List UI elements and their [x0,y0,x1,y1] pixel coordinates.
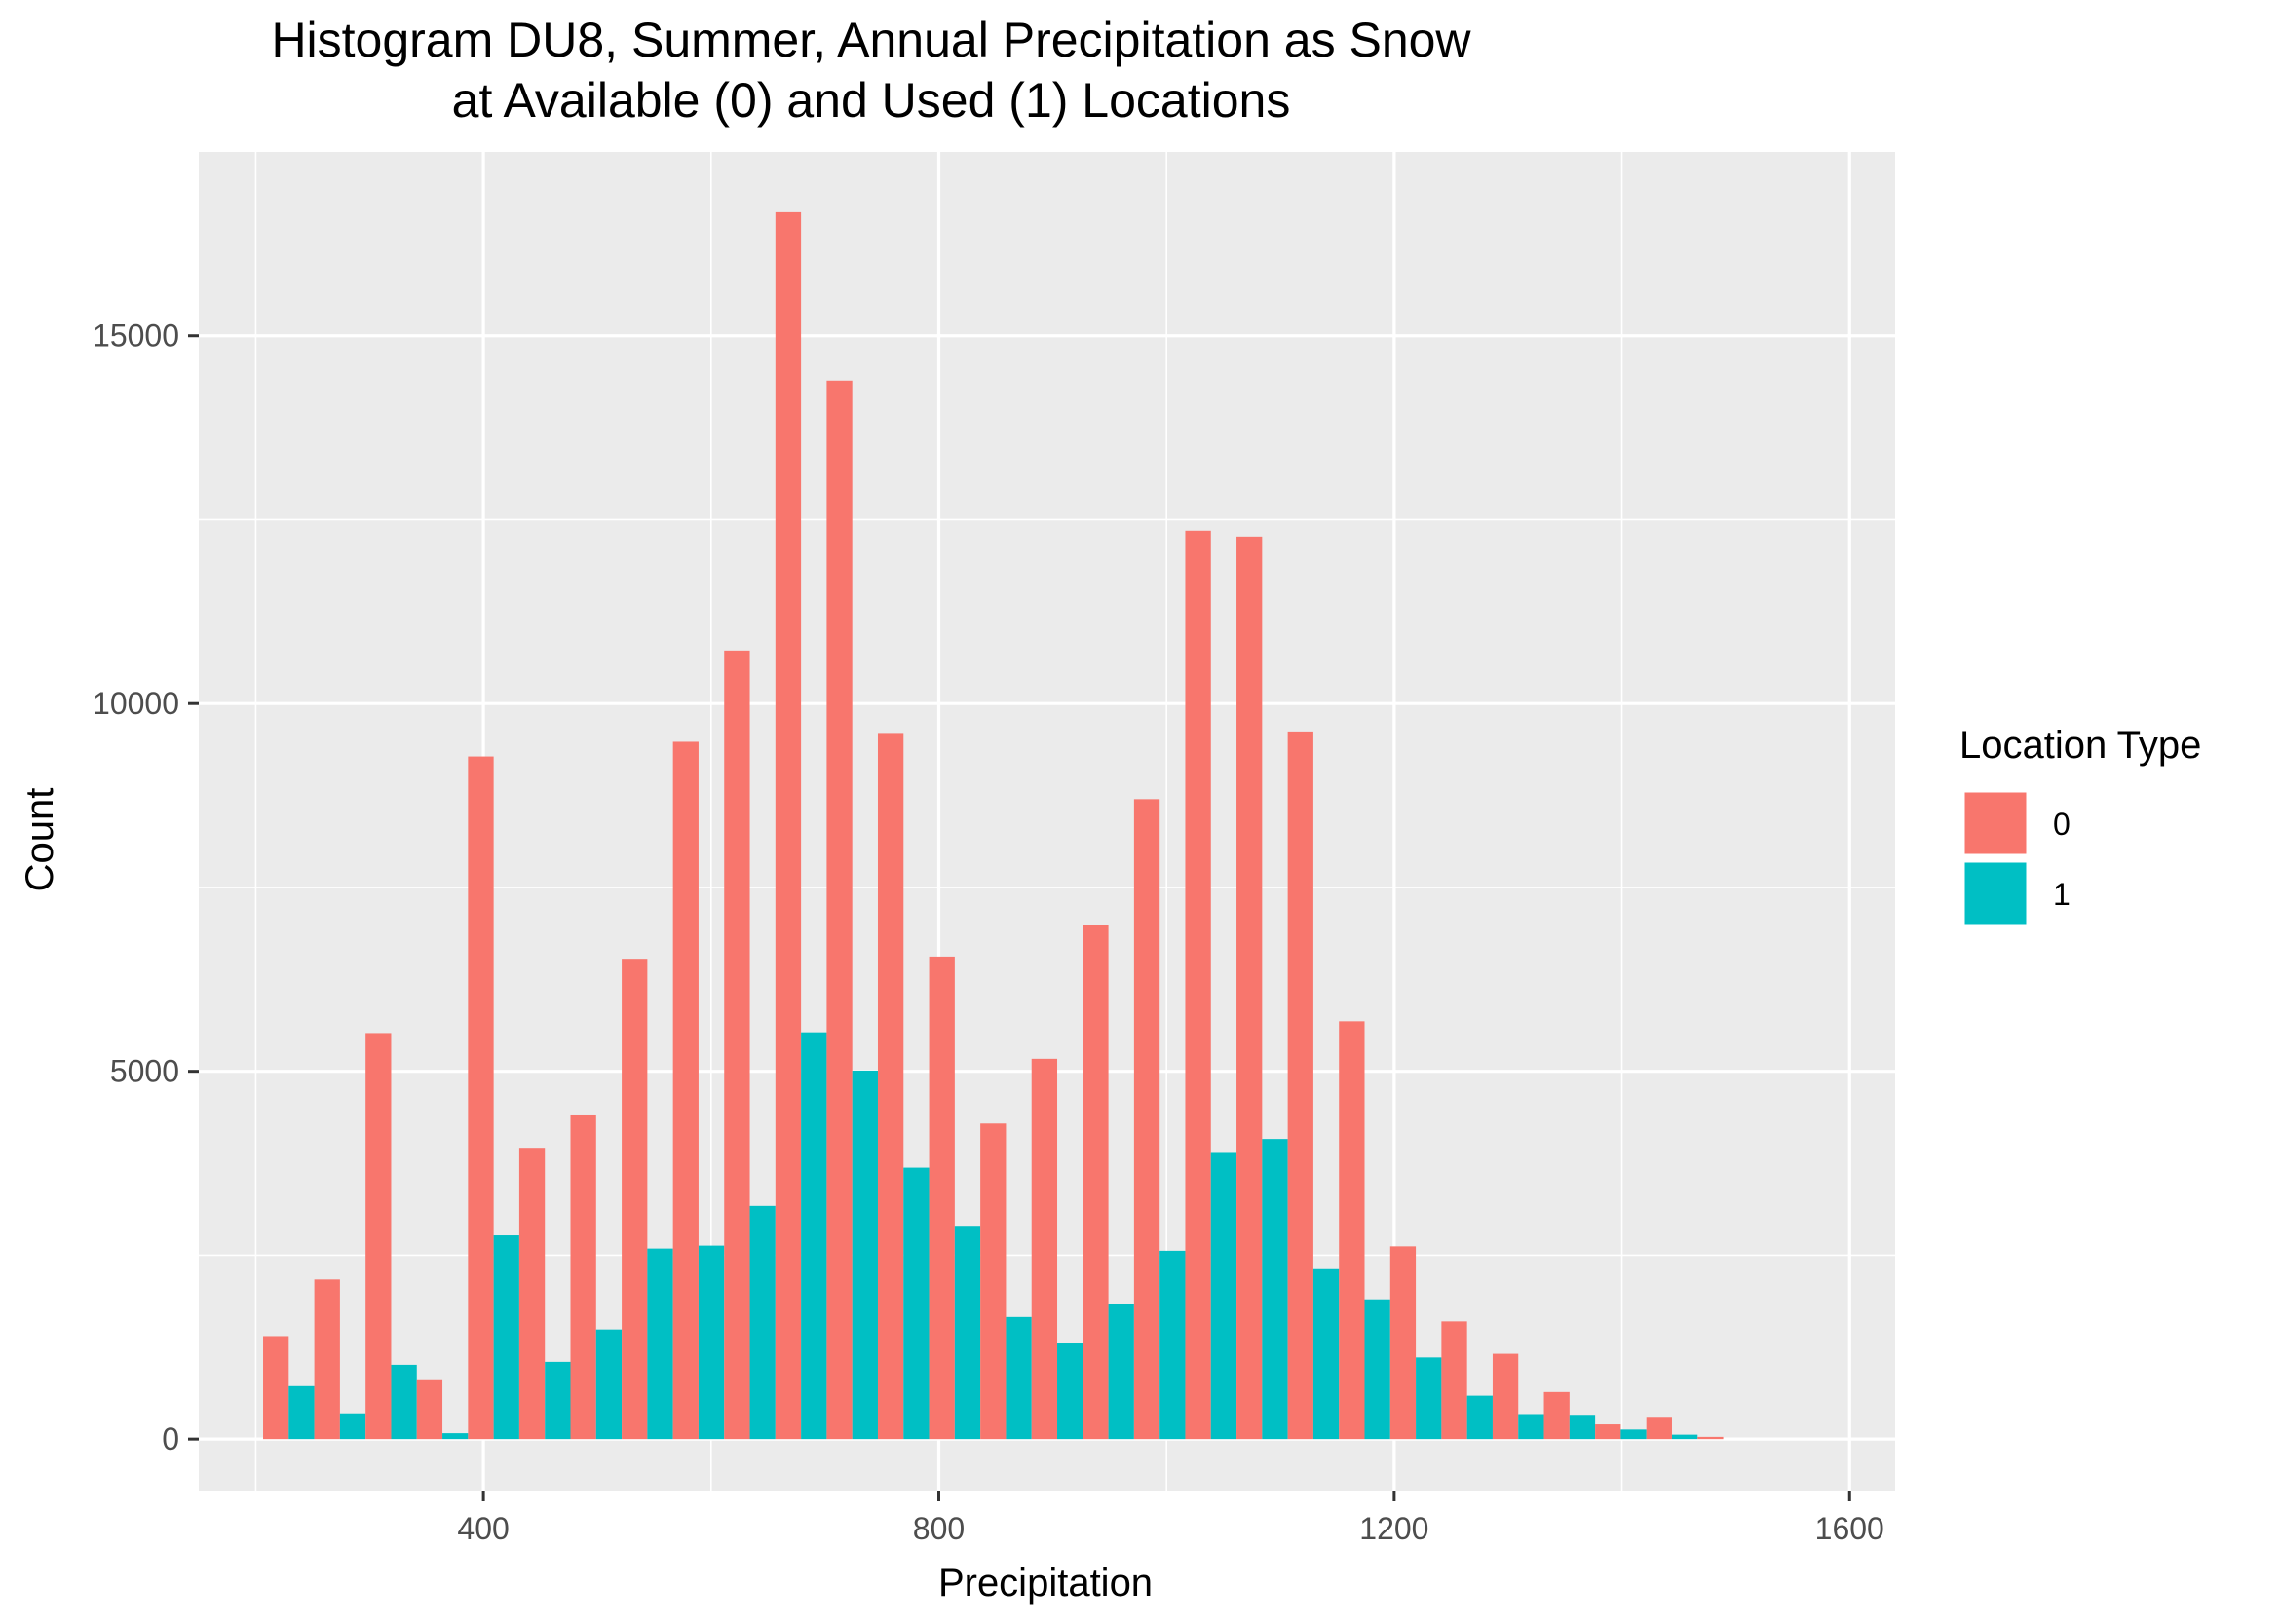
bar-series-0 [416,1379,443,1440]
bar-series-0 [1646,1417,1672,1440]
y-axis-label: Count [19,788,61,892]
legend-title: Location Type [1959,724,2201,767]
bar-series-1 [1518,1414,1544,1440]
bar-series-0 [826,380,853,1440]
legend: Location Type 0 1 [1959,724,2201,927]
bar-series-0 [468,756,494,1440]
x-axis: 400 800 1200 1600 [457,1491,1884,1546]
x-tick-label: 800 [913,1511,965,1546]
bar-series-1 [1006,1316,1032,1440]
x-tick-label: 1600 [1815,1511,1884,1546]
legend-label-1: 1 [2053,877,2071,912]
bar-series-1 [1569,1415,1596,1440]
bar-series-0 [1236,536,1263,1440]
bar-series-1 [1210,1152,1237,1440]
bar-series-0 [1595,1424,1621,1440]
bar-series-1 [1620,1429,1647,1440]
bar-series-0 [263,1336,289,1440]
bar-series-0 [570,1114,596,1440]
bar-series-0 [929,956,955,1440]
bar-series-0 [1185,530,1211,1440]
bar-series-0 [1441,1321,1467,1440]
bar-series-0 [518,1148,546,1440]
bar-series-0 [1543,1391,1570,1440]
bar-series-1 [1108,1303,1134,1440]
y-axis: 0 5000 10000 15000 [93,319,199,1456]
bar-series-1 [391,1364,417,1440]
chart-subtitle: at Available (0) and Used (1) Locations [452,73,1291,128]
bar-series-1 [954,1226,981,1440]
bar-series-1 [442,1433,469,1440]
bar-series-0 [1697,1436,1724,1440]
bar-series-1 [1416,1357,1442,1440]
bar-series-0 [314,1279,340,1440]
bar-series-0 [1031,1058,1058,1440]
bar-series-1 [1159,1250,1186,1440]
bar-series-0 [877,733,904,1440]
bar-series-0 [1133,799,1160,1440]
y-tick-label: 0 [162,1421,179,1456]
bar-series-1 [288,1385,315,1440]
bar-series-1 [1671,1434,1698,1440]
bar-series-1 [647,1248,673,1440]
bar-series-0 [724,650,750,1440]
bar-series-0 [672,741,699,1440]
minor-gridlines [199,152,1895,1491]
bar-series-0 [1339,1021,1365,1440]
bar-series-1 [1364,1299,1390,1440]
x-tick-label: 400 [457,1511,509,1546]
bar-series-0 [622,959,648,1440]
x-axis-label: Precipitation [938,1562,1153,1605]
bar-series-1 [852,1070,878,1440]
bar-series-1 [1312,1268,1340,1440]
bar-series-1 [1057,1343,1083,1440]
y-tick-label: 15000 [93,319,179,354]
chart-title: Histogram DU8, Summer, Annual Precipitat… [271,13,1471,67]
bars [263,211,1724,1440]
bar-series-1 [1466,1395,1493,1440]
bar-series-0 [1083,925,1109,1440]
bar-series-0 [775,211,802,1440]
x-tick-label: 1200 [1359,1511,1428,1546]
bar-series-1 [1262,1139,1288,1440]
bar-series-1 [545,1361,571,1440]
legend-key-1 [1961,859,2030,927]
bar-series-1 [801,1032,827,1440]
bar-series-1 [595,1329,623,1440]
bar-series-0 [980,1123,1007,1440]
bar-series-1 [903,1167,930,1440]
bar-series-0 [1287,731,1313,1440]
y-tick-label: 10000 [93,686,179,721]
bar-series-1 [493,1235,519,1440]
bar-series-1 [698,1245,725,1440]
bar-series-0 [1492,1353,1519,1440]
bar-series-0 [365,1033,392,1440]
bar-series-0 [1389,1246,1417,1440]
bar-series-1 [339,1413,366,1440]
legend-label-0: 0 [2053,807,2071,842]
legend-key-0 [1961,789,2030,857]
bar-series-1 [749,1205,776,1440]
y-tick-label: 5000 [110,1054,179,1089]
